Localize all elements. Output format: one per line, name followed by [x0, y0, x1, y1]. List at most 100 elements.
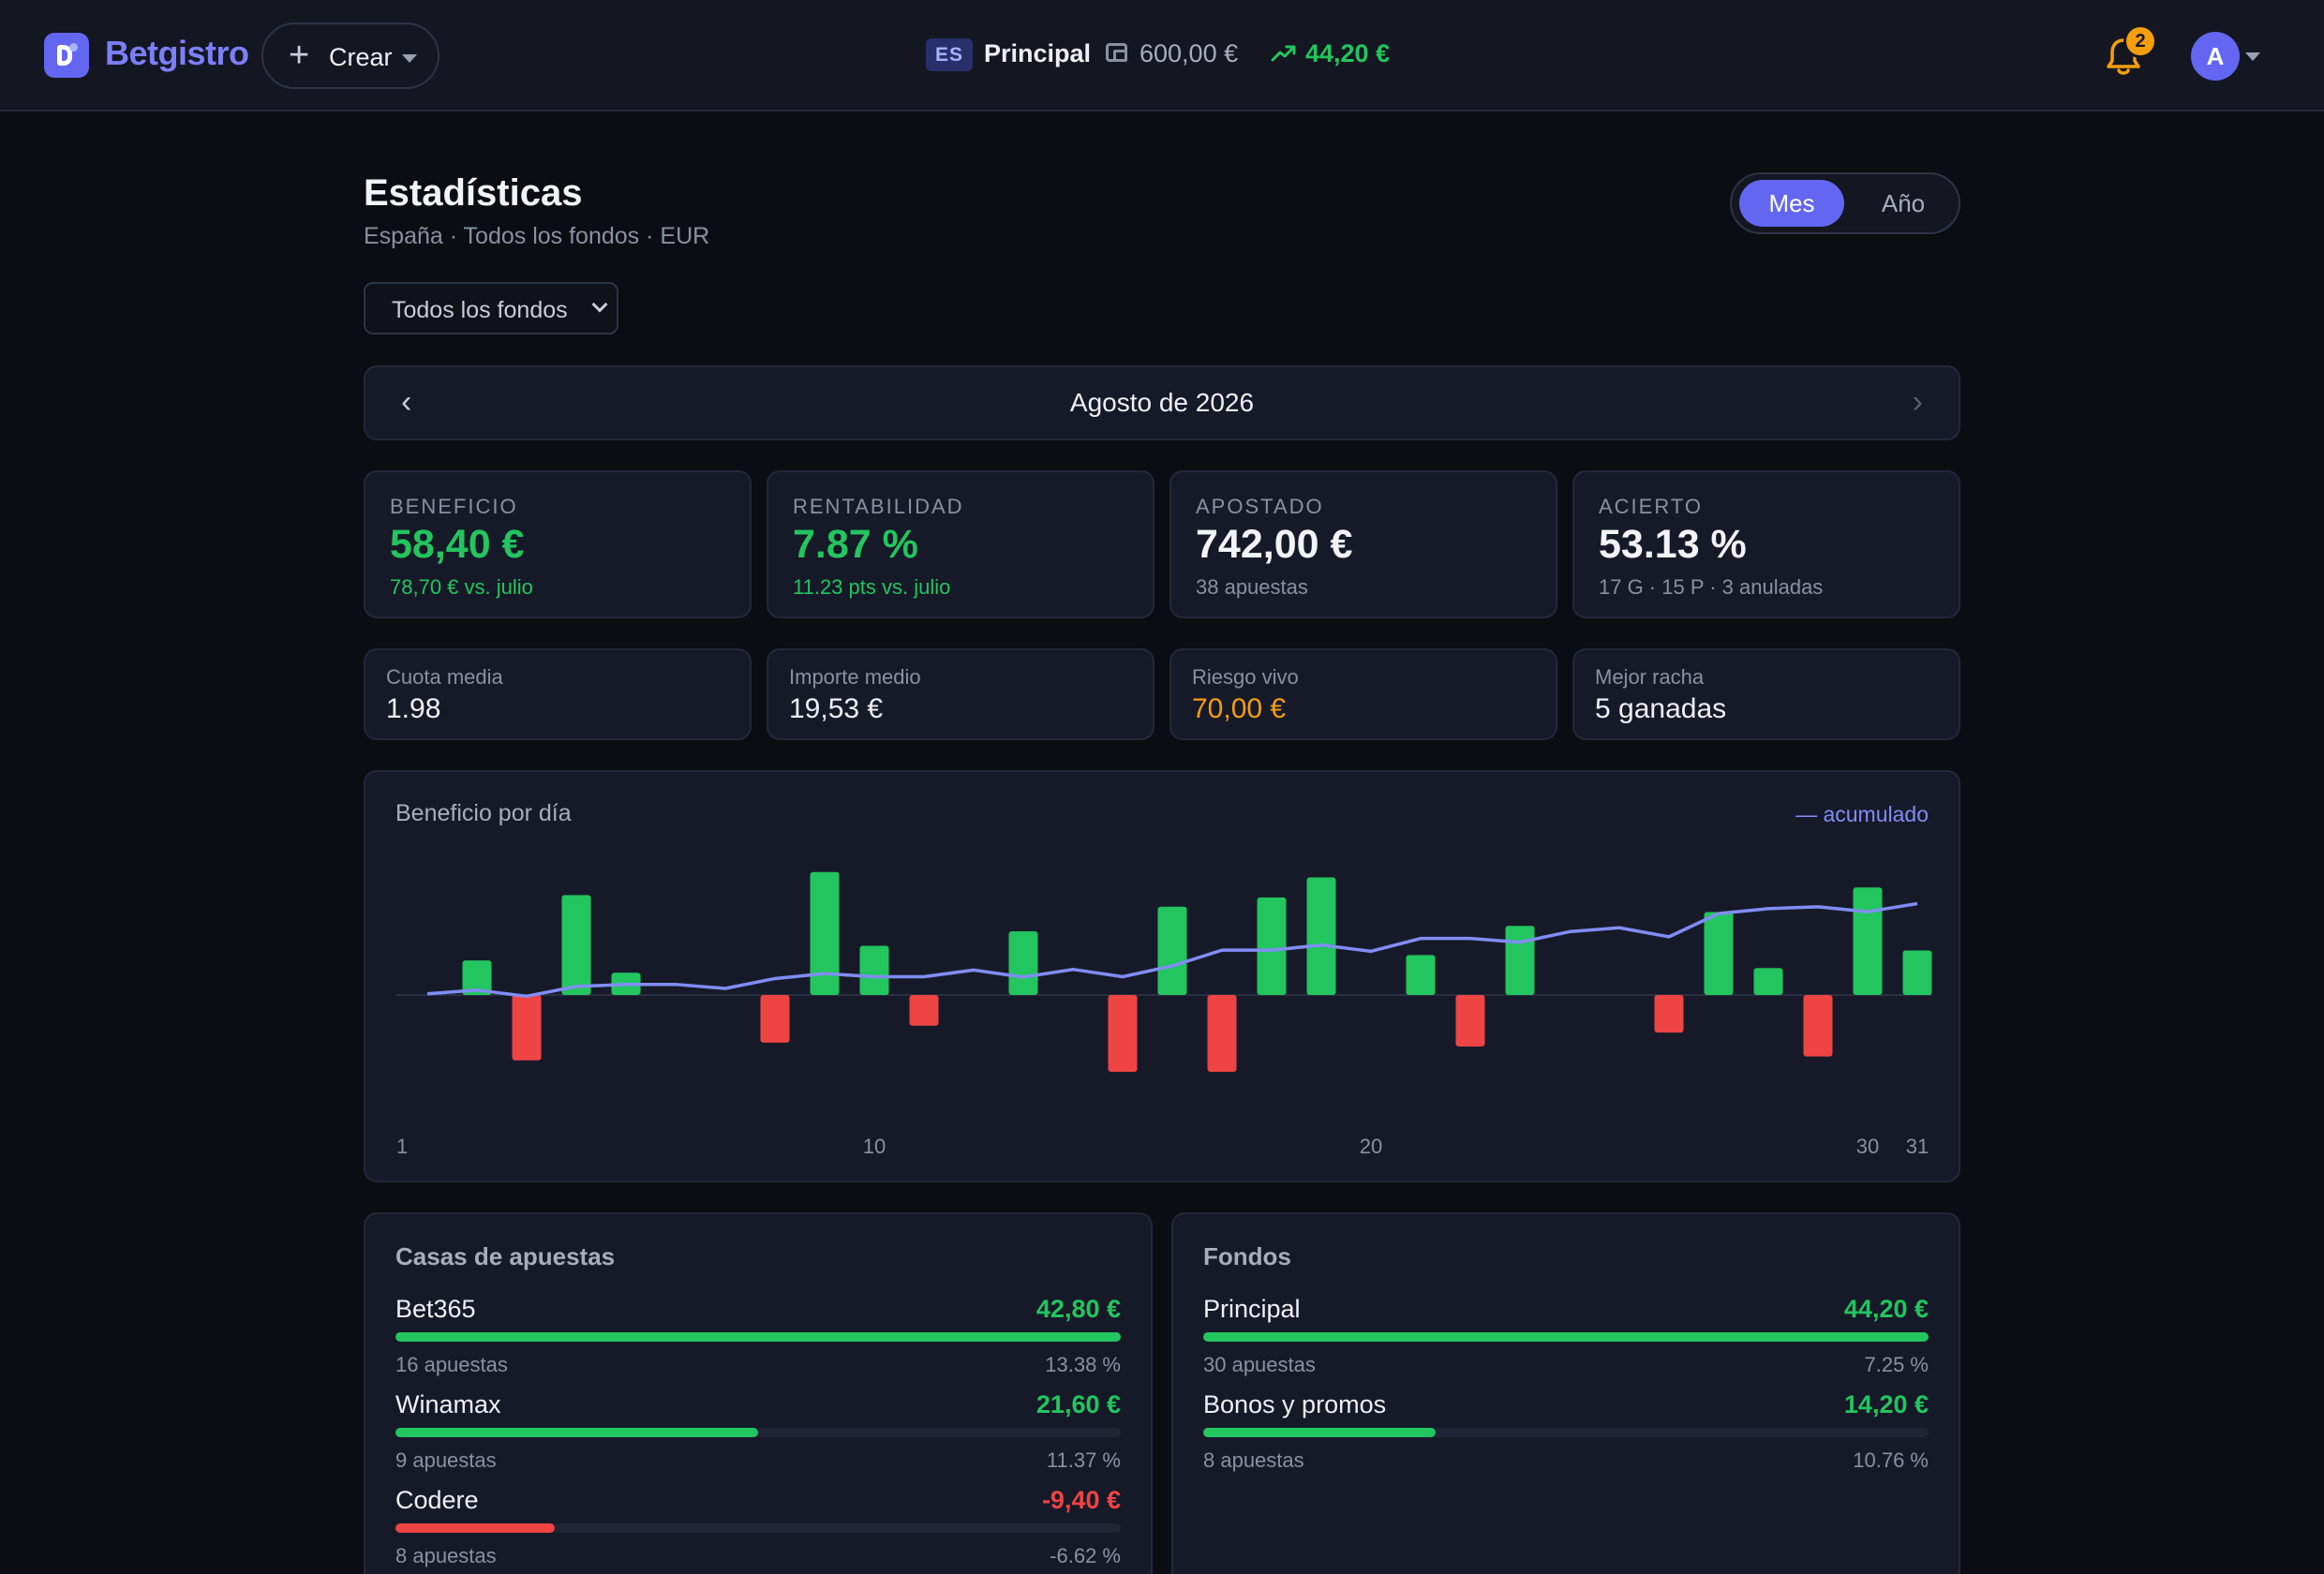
row-yield: -6.62 %: [1050, 1544, 1121, 1567]
row-yield: 13.38 %: [1045, 1353, 1121, 1376]
row-bar-fill: [1203, 1428, 1436, 1437]
row-value: 21,60 €: [1035, 1390, 1121, 1418]
kpi-value: 742,00 €: [1196, 522, 1353, 567]
month-navigator: ‹ Agosto de 2026 ›: [364, 365, 1960, 440]
stat-value: 1.98: [386, 693, 441, 724]
daily-profit-bar[interactable]: [1157, 906, 1187, 995]
funds-panel: Fondos Principal 44,20 € 30 apuestas 7.25 %…: [1171, 1212, 1960, 1574]
row-yield: 10.76 %: [1853, 1448, 1929, 1472]
brand-name[interactable]: Betgistro: [105, 34, 249, 72]
stat-label: Cuota media: [386, 665, 503, 689]
daily-profit-bar[interactable]: [1406, 955, 1436, 995]
kpi-value: 58,40 €: [390, 522, 525, 567]
daily-profit-bar[interactable]: [1306, 877, 1336, 995]
kpi-label: RENTABILIDAD: [793, 495, 964, 518]
top-bar: Betgistro + Crear ES Principal 600,00 € …: [0, 0, 2324, 111]
page-title: Estadísticas: [364, 172, 583, 214]
stat-label: Riesgo vivo: [1192, 665, 1299, 689]
daily-profit-bar[interactable]: [760, 995, 790, 1043]
stat-label: Mejor racha: [1595, 665, 1705, 689]
row-bar-track: [395, 1428, 1121, 1437]
stat-card-avg-stake: Importe medio 19,53 €: [767, 648, 1155, 740]
kpi-label: APOSTADO: [1196, 495, 1324, 518]
stat-card-avg-odds: Cuota media 1.98: [364, 648, 752, 740]
row-bar-fill: [1203, 1332, 1929, 1342]
create-button[interactable]: + Crear: [261, 22, 439, 89]
daily-profit-bar[interactable]: [1008, 930, 1038, 995]
row-name: Bonos y promos: [1203, 1390, 1387, 1418]
period-year-button[interactable]: Año: [1881, 189, 1926, 217]
fund-filter-select[interactable]: Todos los fondos: [364, 282, 618, 334]
stat-card-best-streak: Mejor racha 5 ganadas: [1572, 648, 1960, 740]
row-bet-count: 9 apuestas: [395, 1448, 497, 1472]
daily-profit-bar[interactable]: [462, 960, 492, 995]
panel-title: Casas de apuestas: [395, 1242, 616, 1270]
chart-legend: — acumulado: [1795, 802, 1929, 826]
daily-profit-bar[interactable]: [1753, 968, 1783, 995]
stat-value: 70,00 €: [1192, 693, 1287, 724]
caret-down-icon: [402, 54, 417, 63]
x-tick-label: 1: [396, 1135, 408, 1158]
trend-up-icon: [1271, 45, 1296, 62]
daily-profit-bar[interactable]: [1902, 950, 1932, 995]
daily-profit-chart: Beneficio por día — acumulado 1 10 20 30 31: [364, 770, 1960, 1182]
daily-profit-bar[interactable]: [1853, 887, 1883, 995]
row-yield: 11.37 %: [1046, 1448, 1121, 1472]
row-bar-track: [1203, 1428, 1929, 1437]
create-button-label: Crear: [329, 43, 393, 71]
daily-profit-bar[interactable]: [1654, 995, 1684, 1033]
fund-row[interactable]: Principal 44,20 € 30 apuestas 7.25 %: [1203, 1295, 1929, 1388]
daily-profit-bar[interactable]: [512, 995, 542, 1061]
bookmakers-panel: Casas de apuestas Bet365 42,80 € 16 apuest…: [364, 1212, 1153, 1574]
daily-profit-bar[interactable]: [1704, 912, 1734, 995]
avatar-caret-icon[interactable]: [2245, 52, 2260, 61]
daily-profit-bar[interactable]: [1803, 995, 1833, 1057]
row-value: 14,20 €: [1843, 1390, 1929, 1418]
row-bet-count: 8 apuestas: [1203, 1448, 1304, 1472]
kpi-value: 7.87 %: [793, 522, 918, 567]
avatar[interactable]: A: [2191, 32, 2240, 81]
bookmaker-row[interactable]: Codere -9,40 € 8 apuestas -6.62 %: [395, 1486, 1121, 1574]
kpi-subtext: 78,70 € vs. julio: [390, 575, 533, 599]
bookmaker-row[interactable]: Winamax 21,60 € 9 apuestas 11.37 %: [395, 1390, 1121, 1484]
stat-value: 19,53 €: [789, 693, 884, 724]
daily-profit-bar[interactable]: [1455, 995, 1485, 1047]
kpi-card-staked: APOSTADO 742,00 € 38 apuestas: [1169, 470, 1557, 618]
kpi-card-yield: RENTABILIDAD 7.87 % 11.23 pts vs. julio: [767, 470, 1155, 618]
logo-icon[interactable]: [44, 33, 89, 78]
row-bar-track: [395, 1523, 1121, 1533]
daily-profit-bar[interactable]: [561, 895, 591, 995]
kpi-subtext: 17 G · 15 P · 3 anuladas: [1599, 575, 1824, 599]
stat-card-live-risk: Riesgo vivo 70,00 €: [1169, 648, 1557, 740]
wallet-icon: [1106, 43, 1127, 62]
x-tick-label: 31: [1906, 1135, 1929, 1158]
row-value: 44,20 €: [1843, 1295, 1929, 1323]
fund-balance: 600,00 €: [1140, 39, 1239, 67]
x-tick-label: 20: [1360, 1135, 1382, 1158]
daily-profit-bar[interactable]: [1108, 995, 1138, 1072]
fund-filter-value: Todos los fondos: [392, 297, 568, 323]
daily-profit-bar[interactable]: [1207, 995, 1237, 1072]
prev-month-button[interactable]: ‹: [401, 384, 412, 420]
daily-profit-bar[interactable]: [1257, 897, 1287, 995]
row-name: Codere: [395, 1486, 479, 1514]
daily-profit-bar[interactable]: [909, 995, 939, 1026]
row-bar-track: [395, 1332, 1121, 1342]
stat-label: Importe medio: [789, 665, 921, 689]
period-toggle: Mes Año: [1730, 172, 1960, 234]
kpi-card-hit-rate: ACIERTO 53.13 % 17 G · 15 P · 3 anuladas: [1572, 470, 1960, 618]
daily-profit-bar[interactable]: [1505, 926, 1535, 995]
panel-title: Fondos: [1203, 1242, 1291, 1270]
row-yield: 7.25 %: [1864, 1353, 1929, 1376]
period-month-button[interactable]: Mes: [1739, 180, 1844, 227]
daily-profit-bar[interactable]: [810, 871, 840, 995]
daily-profit-bar[interactable]: [859, 945, 889, 995]
row-bet-count: 8 apuestas: [395, 1544, 497, 1567]
next-month-button[interactable]: ›: [1912, 384, 1923, 420]
x-tick-label: 30: [1856, 1135, 1879, 1158]
fund-row[interactable]: Bonos y promos 14,20 € 8 apuestas 10.76 %: [1203, 1390, 1929, 1484]
active-fund-name[interactable]: Principal: [984, 39, 1092, 67]
bookmaker-row[interactable]: Bet365 42,80 € 16 apuestas 13.38 %: [395, 1295, 1121, 1388]
row-bet-count: 16 apuestas: [395, 1353, 508, 1376]
kpi-label: ACIERTO: [1599, 495, 1703, 518]
